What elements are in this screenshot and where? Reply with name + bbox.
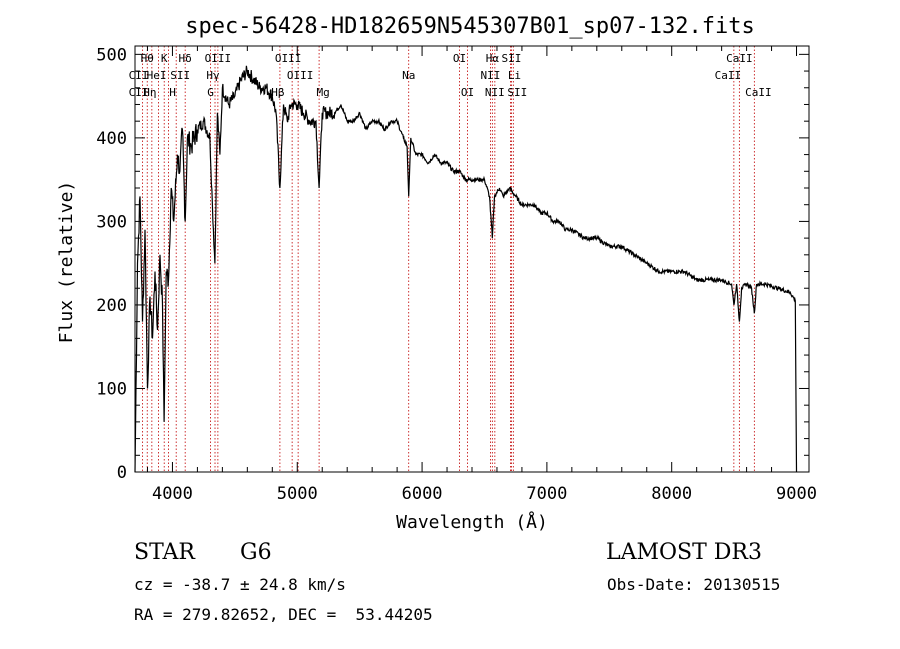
spectrum-chart: spec-56428-HD182659N545307B01_sp07-132.f… xyxy=(56,14,817,533)
x-tick-label-8000: 8000 xyxy=(651,484,692,504)
x-axis-label: Wavelength (Å) xyxy=(396,511,548,533)
line-label-10: Hγ xyxy=(206,69,220,82)
y-tick-label-0: 0 xyxy=(117,463,127,483)
line-label-11: G xyxy=(207,86,214,99)
x-axis-ticks: 4000 5000 6000 7000 8000 9000 xyxy=(146,46,817,504)
line-label-16: Na xyxy=(402,69,415,82)
line-label-22: SII xyxy=(502,52,522,65)
line-label-1: K xyxy=(161,52,168,65)
line-label-3: CII xyxy=(129,69,149,82)
line-label-4: HeI xyxy=(147,69,167,82)
y-tick-label-100: 100 xyxy=(96,379,127,399)
y-tick-label-200: 200 xyxy=(96,296,127,316)
line-label-2: Hδ xyxy=(179,52,192,65)
x-tick-label-9000: 9000 xyxy=(776,484,817,504)
chart-title: spec-56428-HD182659N545307B01_sp07-132.f… xyxy=(185,14,755,39)
line-label-12: OIII xyxy=(275,52,302,65)
coordinates-text: RA = 279.82652, DEC = 53.44205 xyxy=(134,605,433,624)
object-subclass: G6 xyxy=(240,540,272,565)
line-label-8: H xyxy=(169,86,176,99)
line-label-13: OIII xyxy=(287,69,314,82)
survey-name: LAMOST DR3 xyxy=(606,540,762,565)
line-label-9: OIII xyxy=(205,52,232,65)
line-label-23: Li xyxy=(508,69,521,82)
line-label-21: NII xyxy=(485,86,505,99)
x-tick-label-6000: 6000 xyxy=(402,484,443,504)
spectrum-line xyxy=(134,65,798,473)
obs-date-text: Obs-Date: 20130515 xyxy=(607,575,781,594)
x-tick-label-5000: 5000 xyxy=(277,484,318,504)
line-label-24: SII xyxy=(507,86,527,99)
y-axis-label: Flux (relative) xyxy=(56,181,77,344)
line-label-19: Hα xyxy=(486,52,500,65)
line-label-0: Hθ xyxy=(141,52,154,65)
line-label-7: Hη xyxy=(143,86,156,99)
line-label-15: Mg xyxy=(316,86,329,99)
y-tick-label-500: 500 xyxy=(96,45,127,65)
line-label-27: CaII xyxy=(745,86,772,99)
y-tick-label-400: 400 xyxy=(96,129,127,149)
line-label-14: Hβ xyxy=(271,86,285,99)
y-tick-label-300: 300 xyxy=(96,212,127,232)
line-label-18: OI xyxy=(461,86,474,99)
x-tick-label-7000: 7000 xyxy=(526,484,567,504)
line-label-6: CII xyxy=(129,86,149,99)
y-axis-ticks: 0 100 200 300 400 500 xyxy=(96,45,809,483)
x-tick-label-4000: 4000 xyxy=(152,484,193,504)
line-label-17: OI xyxy=(453,52,466,65)
line-label-26: CaII xyxy=(715,69,742,82)
line-label-5: SII xyxy=(170,69,190,82)
object-class: STAR xyxy=(134,540,195,565)
redshift-text: cz = -38.7 ± 24.8 km/s xyxy=(134,575,346,594)
line-label-20: NII xyxy=(481,69,501,82)
plot-frame xyxy=(134,45,810,473)
line-label-25: CaII xyxy=(726,52,753,65)
spectral-line-markers xyxy=(142,46,755,472)
